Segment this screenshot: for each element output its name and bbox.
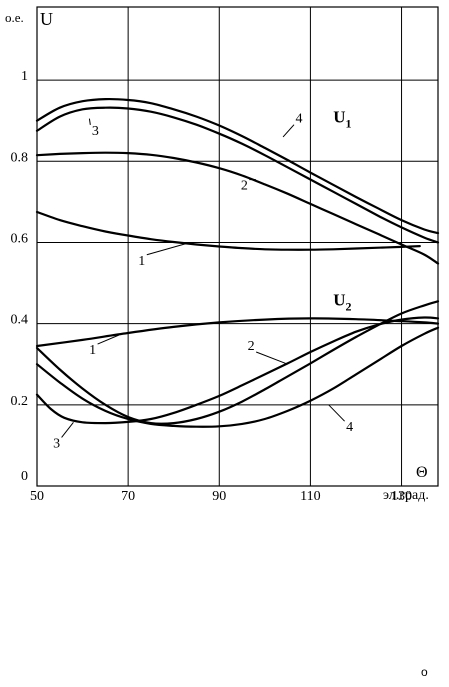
series-u1-curve-4	[35, 97, 440, 235]
curve-number-label: 4	[346, 420, 353, 435]
x-axis-label: Θ	[416, 464, 428, 481]
series-u2-curve-1	[35, 317, 440, 348]
leader-line	[88, 118, 91, 125]
leader-line	[97, 334, 120, 345]
leader-line	[328, 404, 345, 422]
x-tick-label: 70	[121, 489, 135, 504]
y-axis-label: U	[40, 9, 53, 29]
series-u1-curve-1	[35, 210, 421, 251]
y-unit: о.е.	[5, 10, 24, 25]
y-tick-label: 0	[21, 469, 28, 484]
axis-labels: о.е. U Θ эл.град.	[5, 9, 429, 503]
x-tick-label: 110	[300, 489, 320, 504]
curves	[35, 97, 440, 428]
curve-number-label: 3	[53, 436, 60, 451]
leader-line	[282, 124, 295, 138]
group-label-subscript: 1	[345, 117, 351, 131]
plot-frame	[36, 6, 439, 487]
leader-line	[146, 242, 188, 256]
y-tick-label: 0.4	[11, 313, 29, 328]
series-u1-curve-2	[35, 151, 440, 265]
x-tick-label: 130	[391, 489, 412, 504]
curve-number-label: 4	[296, 112, 303, 127]
curve-number-label: 2	[241, 179, 248, 194]
x-tick-label: 50	[30, 489, 44, 504]
x-tick-label: 90	[212, 489, 226, 504]
series-u1-curve-3	[35, 106, 440, 244]
y-tick-label: 0.6	[11, 231, 29, 246]
leader-line	[255, 351, 288, 365]
footer-mark: o	[421, 665, 428, 679]
y-tick-label: 0.8	[11, 150, 29, 165]
grid: 50 70 90 110 130 0 0.2 0.4 0.6 0.8 1	[11, 6, 439, 504]
y-tick-label: 0.2	[11, 394, 29, 409]
group-label-u2: U2	[333, 290, 351, 313]
group-label-subscript: 2	[345, 299, 351, 313]
curve-number-label: 1	[89, 343, 96, 358]
curve-number-label: 2	[248, 339, 255, 354]
curve-number-label: 3	[92, 124, 99, 139]
x-unit: эл.град.	[383, 488, 429, 503]
group-label-u1: U1	[333, 108, 351, 131]
y-tick-label: 1	[21, 69, 28, 84]
series-u2-curve-3	[35, 316, 440, 425]
curve-number-label: 1	[138, 254, 145, 269]
series-u2-curve-4	[35, 326, 440, 428]
leader-line	[61, 421, 74, 438]
